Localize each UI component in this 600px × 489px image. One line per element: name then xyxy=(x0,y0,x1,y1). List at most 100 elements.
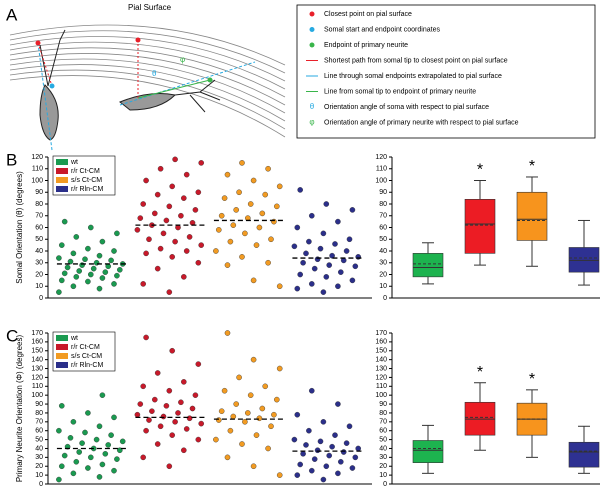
point xyxy=(149,408,155,414)
point xyxy=(73,234,80,240)
point xyxy=(58,277,65,284)
y-tick-label: 100 xyxy=(375,392,387,399)
point xyxy=(85,278,91,285)
point xyxy=(178,399,184,406)
y-tick-label: 150 xyxy=(31,348,43,355)
point xyxy=(218,212,225,219)
point xyxy=(67,258,74,265)
point xyxy=(221,195,228,201)
legend-marker xyxy=(309,42,315,48)
point xyxy=(73,274,80,280)
point xyxy=(56,476,62,483)
point xyxy=(349,277,356,284)
point xyxy=(308,387,315,394)
y-tick-label: 60 xyxy=(35,428,43,435)
point xyxy=(195,436,202,443)
point xyxy=(58,463,65,470)
point xyxy=(274,203,280,210)
y-tick-label: 110 xyxy=(376,166,387,173)
point xyxy=(224,171,231,178)
point xyxy=(314,447,321,454)
soma-line xyxy=(119,61,256,106)
point xyxy=(308,212,315,219)
closest-point xyxy=(135,37,141,43)
point xyxy=(70,470,77,477)
legend-swatch xyxy=(56,186,68,192)
legend-text: Shortest path from somal tip to closest … xyxy=(324,57,508,64)
significance: * xyxy=(477,364,483,381)
point xyxy=(181,379,187,385)
y-tick-label: 20 xyxy=(379,463,387,470)
y-tick-label: 30 xyxy=(379,454,387,461)
legend-swatch xyxy=(56,159,68,165)
y-tick-label: 0 xyxy=(383,481,387,488)
point xyxy=(198,160,205,166)
point xyxy=(274,396,280,403)
y-tick-label: 50 xyxy=(379,436,387,443)
point xyxy=(317,438,324,445)
box xyxy=(412,440,444,463)
y-tick-label: 120 xyxy=(375,154,387,161)
point xyxy=(154,265,161,272)
legend-text: r/r Rln-CM xyxy=(71,186,103,193)
point xyxy=(268,423,274,430)
point xyxy=(96,474,103,480)
point xyxy=(169,254,176,260)
point xyxy=(166,289,173,295)
point xyxy=(352,454,359,461)
y-tick-label: 10 xyxy=(379,283,387,290)
point xyxy=(326,262,333,268)
point xyxy=(323,274,330,280)
point xyxy=(111,414,117,421)
point xyxy=(102,450,109,457)
y-tick-label: 120 xyxy=(31,154,43,161)
y-tick-label: 130 xyxy=(375,365,387,372)
point xyxy=(338,269,344,275)
point xyxy=(169,183,176,190)
point xyxy=(276,365,283,372)
point xyxy=(276,183,283,190)
point xyxy=(300,450,306,457)
point xyxy=(320,476,327,483)
y-tick-label: 160 xyxy=(31,339,43,346)
y-tick-label: 90 xyxy=(35,401,43,408)
y-tick-label: 110 xyxy=(32,166,43,173)
significance: * xyxy=(477,162,483,179)
theta-label: θ xyxy=(152,69,157,78)
y-tick-label: 100 xyxy=(375,177,387,184)
point xyxy=(143,177,149,184)
legend-swatch xyxy=(56,177,68,183)
point xyxy=(320,419,327,425)
y-tick-label: 20 xyxy=(379,271,387,278)
point xyxy=(87,454,94,461)
legend-swatch xyxy=(56,362,68,368)
y-tick-label: 0 xyxy=(39,295,43,302)
point xyxy=(181,195,187,201)
point xyxy=(329,443,335,450)
neurite-right xyxy=(174,79,221,113)
point xyxy=(140,201,146,207)
point xyxy=(349,207,356,213)
point xyxy=(224,454,231,461)
soma-left xyxy=(39,84,59,141)
point xyxy=(192,207,199,213)
point xyxy=(85,245,91,252)
y-tick-label: 30 xyxy=(379,260,387,267)
legend-text: Closest point on pial surface xyxy=(324,11,412,18)
legend-box xyxy=(52,155,116,196)
point xyxy=(335,283,341,290)
point xyxy=(172,156,178,163)
legend-marker xyxy=(309,11,315,17)
y-tick-label: 90 xyxy=(379,401,387,408)
neurite-point xyxy=(207,77,213,83)
point xyxy=(70,283,77,290)
legend-text: Orientation angle of primary neurite wit… xyxy=(324,119,519,126)
legend-text: wt xyxy=(70,159,78,166)
y-tick-label: 10 xyxy=(379,472,387,479)
point xyxy=(108,257,114,264)
point xyxy=(82,256,88,263)
legend-text: s/s Ct-CM xyxy=(71,353,102,360)
closest-point xyxy=(35,40,41,46)
point xyxy=(166,203,173,210)
point xyxy=(227,238,234,245)
